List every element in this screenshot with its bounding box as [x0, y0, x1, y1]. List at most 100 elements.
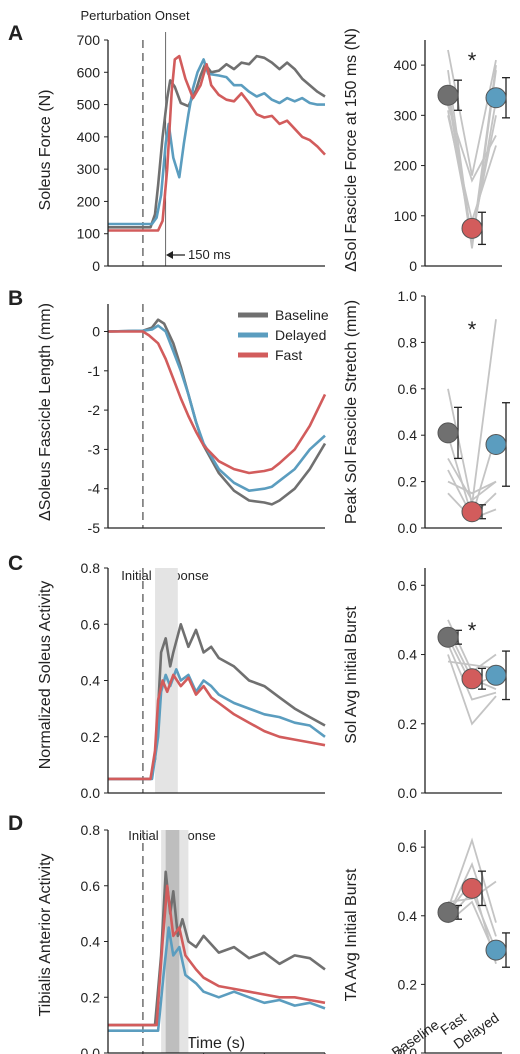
a-trace-ylabel: Soleus Force (N) — [37, 90, 54, 211]
y-tick-label: 0.8 — [81, 560, 101, 576]
subject-line — [447, 480, 497, 495]
ms150-label: 150 ms — [188, 247, 231, 262]
legend-label-fast: Fast — [275, 347, 302, 363]
dot-chart-3: 0.0 0.2 0.4 0.6 — [398, 830, 510, 1054]
significance-star: * — [468, 48, 477, 73]
y-tick-label: 0.0 — [398, 1045, 418, 1054]
y-tick-label: 0.4 — [398, 647, 418, 663]
trace-chart-3: 0.00.20.40.60.80.00.40.81.2 — [81, 822, 326, 1054]
c-trace-ylabel: Normalized Soleus Activity — [37, 581, 54, 770]
b-dot-ylabel: Peak Sol Fascicle Stretch (mm) — [343, 300, 360, 524]
subject-line — [447, 654, 497, 726]
mean-dot-fast — [461, 668, 483, 690]
x-axis-label: Time (s) — [187, 1035, 245, 1052]
y-tick-label: 300 — [77, 161, 101, 177]
y-tick-label: 700 — [77, 32, 101, 48]
legend: Baseline Delayed Fast — [238, 307, 329, 363]
y-tick-label: 0.6 — [81, 878, 101, 894]
initial-response-shade-dark — [165, 830, 180, 1053]
trace-delayed — [108, 58, 325, 226]
mean-dot-fast — [461, 501, 483, 523]
trace-fast — [108, 884, 326, 1027]
trace-fast — [108, 673, 326, 781]
panel-label-b: B — [8, 287, 23, 310]
mean-dot-baseline — [437, 84, 459, 106]
y-tick-label: 400 — [77, 129, 101, 145]
y-tick-label: 0.6 — [398, 381, 418, 397]
trace-chart-2: 0.0 0.2 0.4 0.6 0.8 — [81, 560, 326, 801]
b-trace-ylabel: ΔSoleus Fascicle Length (mm) — [37, 303, 54, 521]
initial-response-shade — [155, 568, 178, 793]
y-tick-label: 0.2 — [398, 716, 418, 732]
mean-dot-baseline — [437, 626, 459, 648]
plots-layer: 0 100 200 300 400 500 600 700 * 0 100 200 300 400 0 -1 -… — [77, 32, 510, 1054]
y-tick-label: 0.2 — [81, 729, 101, 745]
y-tick-label: 400 — [394, 57, 418, 73]
trace-baseline — [108, 54, 326, 229]
subject-line — [447, 95, 497, 242]
y-tick-label: 300 — [394, 107, 418, 123]
y-tick-label: 0.0 — [81, 785, 101, 801]
mean-dot-fast — [461, 217, 483, 239]
trace-chart-1: 0 -1 -2 -3 -4 -5 — [88, 304, 327, 536]
y-tick-label: 0.4 — [81, 934, 101, 950]
y-tick-label: 0.0 — [398, 520, 418, 536]
y-tick-label: 0.0 — [81, 1045, 101, 1054]
trace-baseline — [108, 623, 326, 781]
mean-dot-delayed — [485, 664, 507, 686]
d-dot-ylabel: TA Avg Initial Burst — [343, 868, 360, 1001]
trace-fast — [108, 54, 326, 232]
trace-baseline — [108, 870, 326, 1027]
mean-dot-baseline — [437, 422, 459, 444]
subject-line — [447, 837, 497, 923]
y-tick-label: 200 — [77, 193, 101, 209]
y-tick-label: 100 — [394, 208, 418, 224]
y-tick-label: 0.8 — [398, 334, 418, 350]
y-tick-label: 0.4 — [81, 673, 101, 689]
y-tick-label: 200 — [394, 158, 418, 174]
subject-line — [447, 105, 497, 183]
panel-label-c: C — [8, 552, 23, 575]
y-tick-label: 0.6 — [81, 616, 101, 632]
trace-fast — [108, 330, 327, 475]
trace-delayed — [108, 668, 326, 781]
mean-dot-baseline — [437, 901, 459, 923]
dot-chart-0: * 0 100 200 300 400 — [394, 40, 510, 274]
y-tick-label: -3 — [88, 441, 101, 457]
y-tick-label: -5 — [88, 520, 101, 536]
mean-dot-delayed — [485, 433, 507, 455]
y-tick-label: 0.0 — [398, 785, 418, 801]
significance-star: * — [468, 317, 477, 342]
y-tick-label: 600 — [77, 64, 101, 80]
subject-line — [447, 660, 497, 670]
significance-star: * — [468, 618, 477, 643]
mean-dot-fast — [461, 877, 483, 899]
y-tick-label: 0 — [92, 324, 100, 340]
y-tick-label: 1.0 — [398, 288, 418, 304]
a-dot-ylabel: ΔSol Fascicle Force at 150 ms (N) — [343, 28, 360, 272]
y-tick-label: 0.2 — [81, 989, 101, 1005]
y-tick-label: 0.6 — [398, 577, 418, 593]
dot-chart-1: * 0.0 0.2 0.4 0.6 0.8 1.0 — [398, 288, 510, 536]
dot-chart-2: * 0.0 0.2 0.4 0.6 — [398, 568, 510, 801]
mean-dot-delayed — [485, 939, 507, 961]
subject-line — [447, 457, 497, 502]
panel-label-a: A — [8, 22, 23, 45]
y-tick-label: -1 — [88, 363, 101, 379]
mean-dot-delayed — [485, 87, 507, 109]
perturbation-onset-label: Perturbation Onset — [80, 8, 190, 23]
c-dot-ylabel: Sol Avg Initial Burst — [343, 606, 360, 744]
d-trace-ylabel: Tibialis Anterior Activity — [37, 853, 54, 1016]
y-tick-label: 0 — [409, 258, 417, 274]
legend-label-baseline: Baseline — [275, 307, 329, 323]
y-tick-label: 0.8 — [81, 822, 101, 838]
y-tick-label: -2 — [88, 402, 101, 418]
panel-label-d: D — [8, 812, 23, 835]
ms150-arrowhead — [166, 251, 173, 259]
y-tick-label: 0 — [92, 258, 100, 274]
trace-chart-0: 0 100 200 300 400 500 600 700 — [77, 32, 326, 274]
y-tick-label: 0.4 — [398, 427, 418, 443]
subject-line — [447, 319, 497, 505]
y-tick-label: 0.6 — [398, 839, 418, 855]
